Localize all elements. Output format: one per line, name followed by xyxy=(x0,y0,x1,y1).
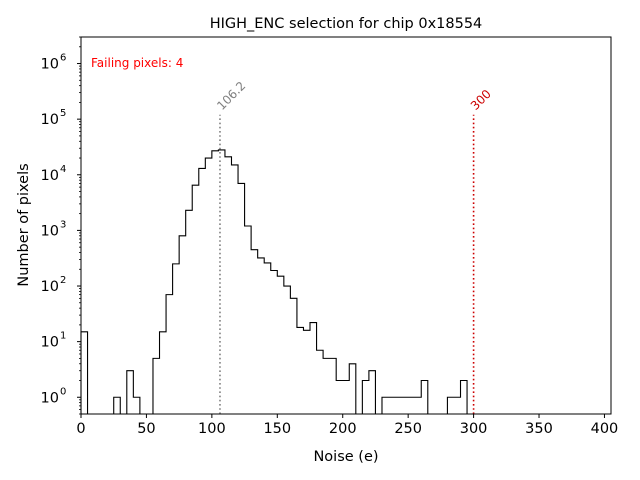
y-axis-label: Number of pixels xyxy=(16,163,32,286)
x-tick-label: 0 xyxy=(76,421,85,437)
x-tick-label: 250 xyxy=(394,421,422,437)
x-tick-label: 400 xyxy=(591,421,619,437)
y-tick-label: 10 xyxy=(41,112,59,128)
x-tick-label: 350 xyxy=(525,421,553,437)
y-tick-label: 10 xyxy=(41,168,59,184)
plot-area-frame xyxy=(80,36,612,415)
x-axis-label: Noise (e) xyxy=(313,449,378,465)
x-tick-label: 50 xyxy=(137,421,155,437)
y-tick-label: 10 xyxy=(41,279,59,295)
y-tick-exponent: 2 xyxy=(60,275,66,286)
y-tick-exponent: 0 xyxy=(60,386,66,397)
y-tick-exponent: 6 xyxy=(60,53,66,64)
x-tick-label: 100 xyxy=(198,421,226,437)
x-tick-label: 300 xyxy=(460,421,488,437)
x-tick-label: 150 xyxy=(263,421,291,437)
chart-title: HIGH_ENC selection for chip 0x18554 xyxy=(210,16,483,32)
x-axis-ticks: 0 50 100 150 200 250 300 350 400 xyxy=(76,414,618,437)
y-tick-exponent: 1 xyxy=(60,331,66,342)
y-tick-exponent: 4 xyxy=(60,164,66,175)
y-tick-label: 10 xyxy=(41,335,59,351)
y-tick-label: 10 xyxy=(41,57,59,73)
y-tick-exponent: 3 xyxy=(60,219,66,230)
x-tick-label: 200 xyxy=(329,421,357,437)
y-tick-label: 10 xyxy=(41,390,59,406)
y-tick-exponent: 5 xyxy=(60,108,66,119)
y-tick-label: 10 xyxy=(41,223,59,239)
failing-pixels-annotation: Failing pixels: 4 xyxy=(91,56,183,70)
